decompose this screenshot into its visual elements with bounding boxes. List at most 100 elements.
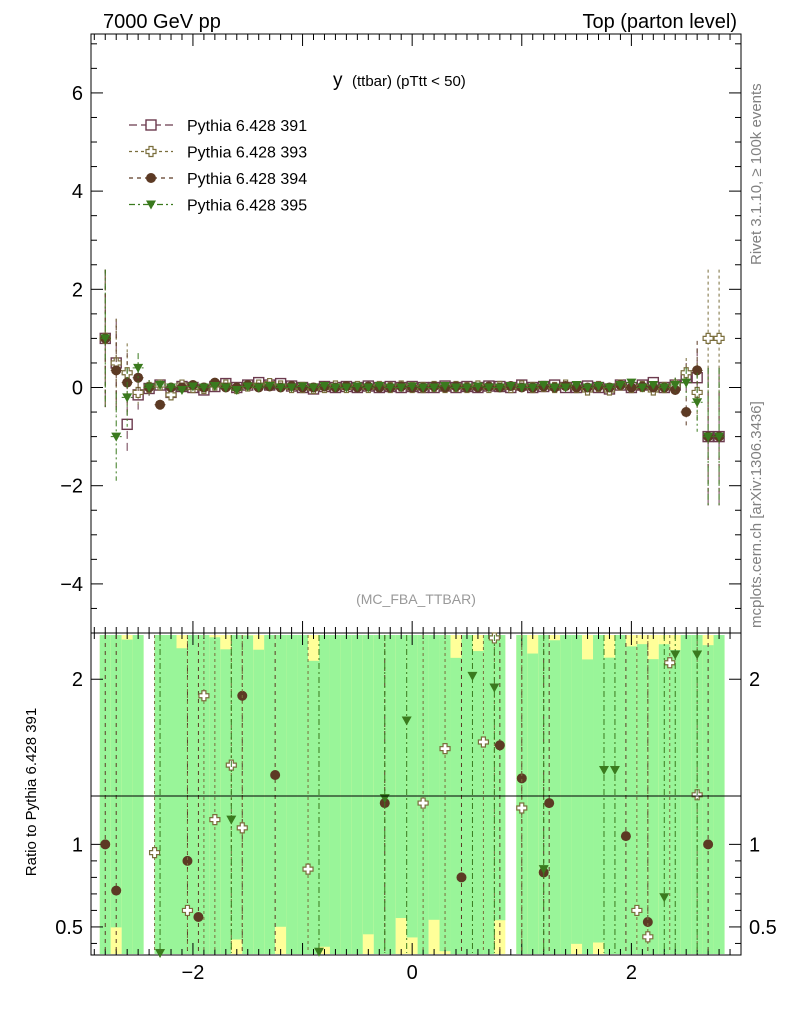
ratio-y-tick-label-right: 2 xyxy=(749,669,760,691)
ratio-point xyxy=(538,865,549,875)
data-point xyxy=(615,381,626,391)
legend-marker xyxy=(146,173,156,183)
data-point xyxy=(111,365,122,376)
data-point xyxy=(122,393,133,403)
ratio-band-inner xyxy=(450,657,462,954)
ratio-point xyxy=(270,770,281,781)
data-point xyxy=(297,382,308,392)
ratio-x-tick-label: −2 xyxy=(182,962,205,984)
data-point xyxy=(111,432,122,442)
ratio-axis-ticks: −2 0 2 0.5 0.5 1 1 2 2 xyxy=(55,633,777,984)
ratio-band-inner xyxy=(176,648,188,954)
data-point xyxy=(374,382,385,392)
data-point xyxy=(681,407,692,418)
legend-marker xyxy=(145,145,157,158)
data-point xyxy=(692,365,703,376)
ratio-point xyxy=(477,736,490,748)
ratio-bands xyxy=(99,635,725,954)
data-point xyxy=(538,381,549,391)
data-point xyxy=(648,381,659,391)
legend-marker xyxy=(145,119,157,131)
data-point xyxy=(670,381,681,391)
ratio-band-inner xyxy=(494,635,506,921)
ratio-point xyxy=(642,931,654,943)
data-point xyxy=(451,383,462,393)
ratio-point xyxy=(670,650,681,660)
data-point xyxy=(407,382,418,392)
ratio-point xyxy=(489,683,500,693)
data-point xyxy=(637,383,648,393)
main-y-tick-label: 0 xyxy=(72,378,83,400)
data-point xyxy=(702,332,714,345)
ratio-band-inner xyxy=(680,635,692,954)
ratio-point xyxy=(302,863,314,875)
data-point xyxy=(253,383,264,393)
ratio-band-inner xyxy=(593,635,604,943)
data-point xyxy=(505,382,516,392)
data-point xyxy=(363,383,374,393)
legend-label: Pythia 6.428 393 xyxy=(187,145,307,162)
ratio-point xyxy=(100,839,111,850)
ratio-band-inner xyxy=(571,635,583,944)
ratio-point xyxy=(155,949,166,958)
legend: Pythia 6.428 391 Pythia 6.428 393 Pythia 6… xyxy=(129,118,307,215)
data-point xyxy=(396,383,407,393)
ratio-point xyxy=(659,893,670,903)
ratio-point xyxy=(516,802,528,814)
data-point xyxy=(220,383,231,393)
data-point xyxy=(714,432,725,442)
ratio-point xyxy=(456,872,467,883)
ratio-point xyxy=(692,650,703,660)
ratio-band-inner xyxy=(483,635,495,954)
ratio-band-inner xyxy=(560,635,572,954)
data-point xyxy=(461,383,472,393)
ratio-point xyxy=(598,766,609,776)
data-point xyxy=(132,386,144,399)
ratio-y-axis-label: Ratio to Pythia 6.428 391 xyxy=(23,708,40,876)
ratio-band-inner xyxy=(713,635,725,954)
ratio-point xyxy=(198,690,210,702)
data-point xyxy=(100,334,111,344)
ratio-band-inner xyxy=(220,649,232,954)
ratio-band-inner xyxy=(702,645,714,954)
data-point xyxy=(341,383,352,393)
ratio-band-inner xyxy=(527,653,539,954)
ratio-point xyxy=(226,815,237,825)
ratio-band-inner xyxy=(472,651,484,954)
ratio-point xyxy=(401,716,412,726)
ratio-point xyxy=(182,855,193,866)
ratio-y-tick-label: 1 xyxy=(72,834,83,856)
ratio-band-inner xyxy=(362,635,374,935)
data-point xyxy=(494,383,505,393)
header-left-title: 7000 GeV pp xyxy=(103,11,221,33)
ratio-point xyxy=(664,657,676,669)
ratio-band-inner xyxy=(625,646,637,954)
data-point xyxy=(264,382,275,392)
data-point xyxy=(483,383,494,393)
series-3 xyxy=(99,269,725,506)
ratio-band-inner xyxy=(121,639,133,954)
main-axis-ticks: −4 −2 0 2 4 6 xyxy=(60,34,741,634)
data-point xyxy=(198,383,209,393)
ratio-band-inner xyxy=(340,635,352,954)
ratio-band-inner xyxy=(297,635,309,954)
data-point xyxy=(659,383,670,393)
header-right-title: Top (parton level) xyxy=(582,11,737,33)
main-series-group xyxy=(99,269,725,506)
ratio-band-inner xyxy=(395,635,407,919)
ratio-band-inner xyxy=(275,635,287,927)
ratio-band-inner xyxy=(318,635,330,947)
ratio-point xyxy=(111,885,122,896)
legend-label: Pythia 6.428 395 xyxy=(187,198,307,215)
data-point xyxy=(155,381,166,391)
ratio-band-inner xyxy=(286,635,298,954)
data-point xyxy=(418,383,429,393)
ratio-band-inner xyxy=(669,650,681,954)
ratio-band-inner xyxy=(198,635,210,954)
ratio-point xyxy=(516,773,527,784)
ratio-band-inner xyxy=(647,659,659,954)
ratio-band-inner xyxy=(384,635,396,954)
ratio-band-inner xyxy=(165,635,177,954)
ratio-point xyxy=(148,847,161,859)
ratio-band-inner xyxy=(417,635,429,954)
